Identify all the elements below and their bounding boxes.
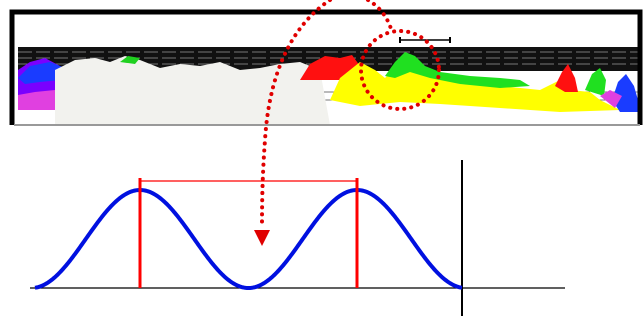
diagram <box>0 0 643 320</box>
arrow-head <box>254 230 270 246</box>
spectrum-white <box>55 56 330 125</box>
page: {} <box>0 0 643 320</box>
spectrum-image <box>10 10 640 125</box>
cosine-wave <box>35 190 462 288</box>
